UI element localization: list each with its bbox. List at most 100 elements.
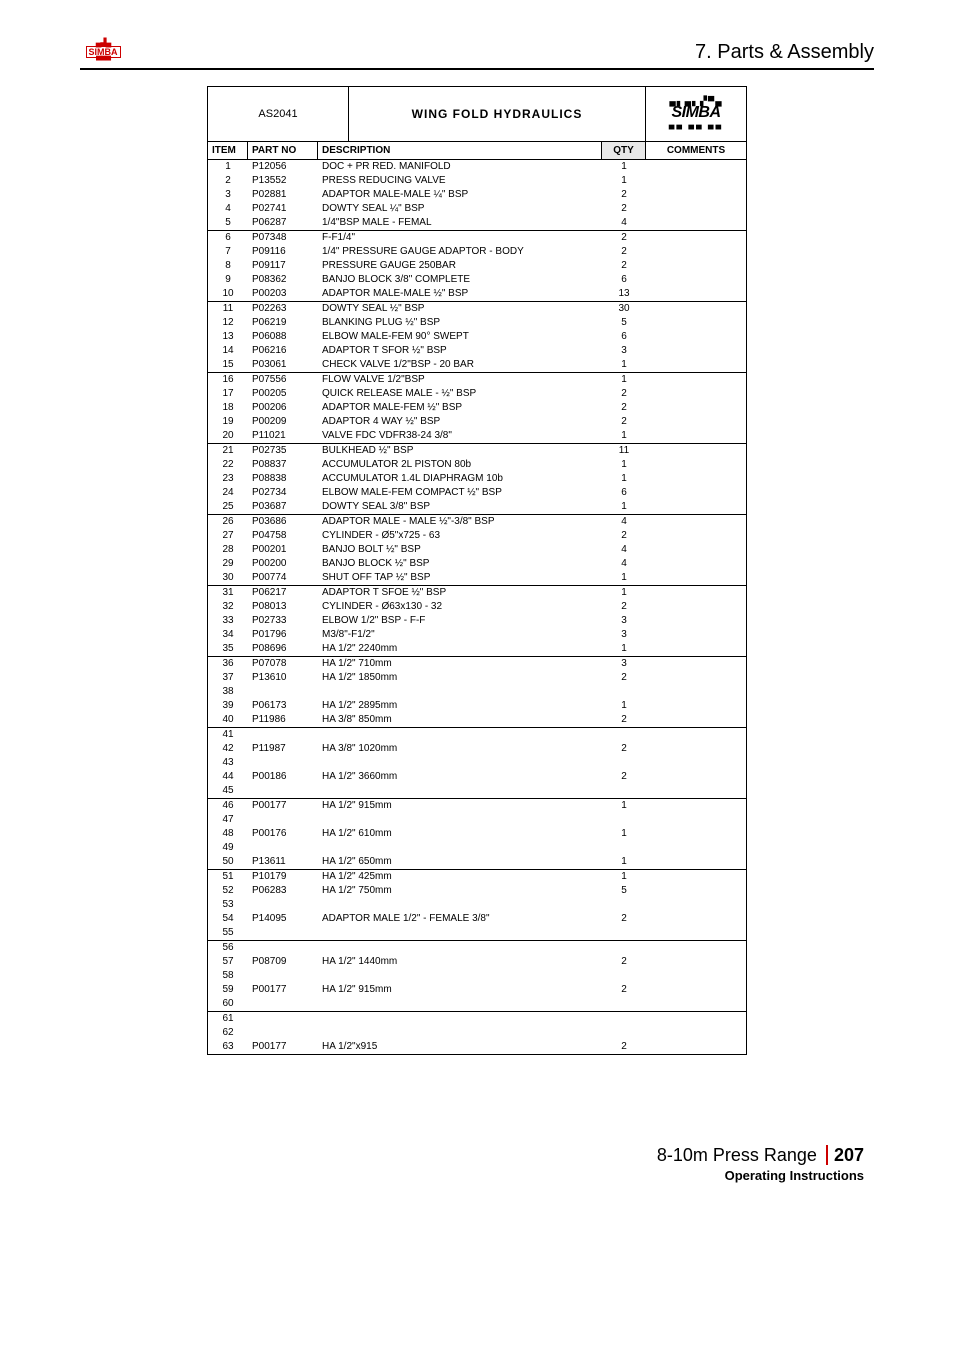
cell-qty: 3	[602, 344, 646, 358]
cell-item: 19	[208, 415, 248, 429]
cell-item: 27	[208, 529, 248, 543]
cell-part-no	[248, 813, 318, 827]
table-row: 25P03687DOWTY SEAL 3/8" BSP1	[208, 500, 746, 514]
cell-part-no: P10179	[248, 870, 318, 884]
cell-qty: 6	[602, 273, 646, 287]
cell-qty: 1	[602, 174, 646, 188]
cell-qty: 2	[602, 713, 646, 727]
cell-description: ADAPTOR MALE - MALE ½"-3/8" BSP	[318, 515, 602, 529]
assembly-code: AS2041	[208, 88, 348, 140]
logo-underline-icon: ▀▀▀	[96, 58, 110, 64]
cell-comments	[646, 855, 746, 869]
cell-part-no	[248, 685, 318, 699]
cell-comments	[646, 657, 746, 671]
cell-comments	[646, 444, 746, 458]
footer-range: 8-10m Press Range	[657, 1145, 817, 1165]
cell-qty: 1	[602, 571, 646, 585]
cell-qty: 5	[602, 884, 646, 898]
cell-description: VALVE FDC VDFR38-24 3/8"	[318, 429, 602, 443]
cell-qty: 2	[602, 259, 646, 273]
cell-item: 25	[208, 500, 248, 514]
cell-part-no: P11021	[248, 429, 318, 443]
table-row: 17P00205QUICK RELEASE MALE - ½" BSP2	[208, 387, 746, 401]
cell-part-no: P08837	[248, 458, 318, 472]
cell-comments	[646, 926, 746, 940]
cell-item: 31	[208, 586, 248, 600]
table-row: 32P08013CYLINDER - Ø63x130 - 322	[208, 600, 746, 614]
cell-part-no	[248, 898, 318, 912]
cell-comments	[646, 543, 746, 557]
cell-qty	[602, 813, 646, 827]
table-row: 55	[208, 926, 746, 940]
cell-item: 20	[208, 429, 248, 443]
cell-qty: 4	[602, 216, 646, 230]
cell-item: 3	[208, 188, 248, 202]
cell-part-no: P06283	[248, 884, 318, 898]
cell-description: ACCUMULATOR 2L PISTON 80b	[318, 458, 602, 472]
cell-qty	[602, 997, 646, 1011]
cell-part-no	[248, 926, 318, 940]
cell-qty	[602, 1026, 646, 1040]
table-row: 22P08837ACCUMULATOR 2L PISTON 80b1	[208, 458, 746, 472]
table-row: 50P13611HA 1/2" 650mm1	[208, 855, 746, 869]
cell-qty: 2	[602, 770, 646, 784]
cell-part-no: P03061	[248, 358, 318, 372]
cell-comments	[646, 202, 746, 216]
cell-description: HA 1/2" 3660mm	[318, 770, 602, 784]
cell-part-no: P11986	[248, 713, 318, 727]
cell-comments	[646, 827, 746, 841]
cell-item: 11	[208, 302, 248, 316]
cell-description: F-F1/4"	[318, 231, 602, 245]
cell-qty: 6	[602, 330, 646, 344]
cell-comments	[646, 302, 746, 316]
cell-comments	[646, 728, 746, 742]
cell-qty	[602, 969, 646, 983]
cell-description: HA 1/2" 425mm	[318, 870, 602, 884]
cell-qty: 1	[602, 472, 646, 486]
page-footer: 8-10m Press Range 207 Operating Instruct…	[80, 1145, 874, 1183]
table-row: 48P00176HA 1/2" 610mm1	[208, 827, 746, 841]
cell-item: 6	[208, 231, 248, 245]
brand-logo-small: ▄▟▄ SIMBA ▀▀▀	[80, 40, 126, 64]
table-row: 41	[208, 727, 746, 742]
table-row: 23P08838ACCUMULATOR 1.4L DIAPHRAGM 10b1	[208, 472, 746, 486]
cell-description: ADAPTOR T SFOE ½" BSP	[318, 586, 602, 600]
cell-qty: 2	[602, 671, 646, 685]
table-row: 8P09117PRESSURE GAUGE 250BAR2	[208, 259, 746, 273]
table-row: 36P07078HA 1/2" 710mm3	[208, 656, 746, 671]
table-row: 19P00209ADAPTOR 4 WAY ½" BSP2	[208, 415, 746, 429]
cell-part-no: P00209	[248, 415, 318, 429]
cell-item: 53	[208, 898, 248, 912]
cell-item: 55	[208, 926, 248, 940]
cell-qty: 30	[602, 302, 646, 316]
cell-item: 13	[208, 330, 248, 344]
cell-comments	[646, 174, 746, 188]
cell-comments	[646, 1012, 746, 1026]
cell-qty: 1	[602, 500, 646, 514]
cell-description: HA 1/2" 750mm	[318, 884, 602, 898]
cell-qty: 1	[602, 458, 646, 472]
cell-qty: 1	[602, 373, 646, 387]
column-headers: ITEM PART NO DESCRIPTION QTY COMMENTS	[208, 142, 746, 160]
table-row: 56	[208, 940, 746, 955]
cell-comments	[646, 997, 746, 1011]
cell-comments	[646, 287, 746, 301]
cell-item: 28	[208, 543, 248, 557]
cell-part-no	[248, 997, 318, 1011]
cell-comments	[646, 330, 746, 344]
cell-item: 1	[208, 160, 248, 174]
cell-comments	[646, 401, 746, 415]
cell-part-no: P00177	[248, 1040, 318, 1054]
cell-part-no: P07556	[248, 373, 318, 387]
table-body: 1P12056DOC + PR RED. MANIFOLD12P13552PRE…	[208, 160, 746, 1054]
cell-item: 56	[208, 941, 248, 955]
table-row: 57P08709HA 1/2" 1440mm2	[208, 955, 746, 969]
cell-comments	[646, 784, 746, 798]
cell-qty: 2	[602, 401, 646, 415]
cell-description	[318, 926, 602, 940]
col-item: ITEM	[208, 142, 248, 159]
cell-part-no: P06216	[248, 344, 318, 358]
cell-description: DOWTY SEAL ¼" BSP	[318, 202, 602, 216]
cell-qty	[602, 841, 646, 855]
cell-qty: 2	[602, 188, 646, 202]
